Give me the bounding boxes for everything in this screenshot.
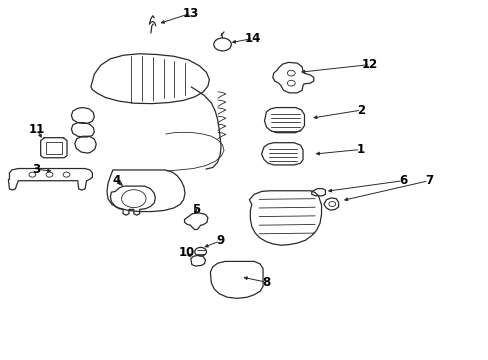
Text: 8: 8 (262, 276, 270, 289)
Text: 10: 10 (179, 246, 195, 259)
Text: 5: 5 (191, 203, 200, 216)
Text: 6: 6 (398, 174, 407, 187)
Text: 13: 13 (183, 7, 199, 20)
Text: 2: 2 (357, 104, 365, 117)
Text: 1: 1 (356, 143, 364, 156)
Text: 14: 14 (244, 32, 261, 45)
Text: 11: 11 (29, 123, 45, 136)
Text: 7: 7 (424, 174, 432, 187)
Text: 12: 12 (362, 58, 378, 71)
Text: 4: 4 (112, 174, 121, 186)
Text: 9: 9 (216, 234, 224, 247)
Text: 3: 3 (32, 163, 40, 176)
